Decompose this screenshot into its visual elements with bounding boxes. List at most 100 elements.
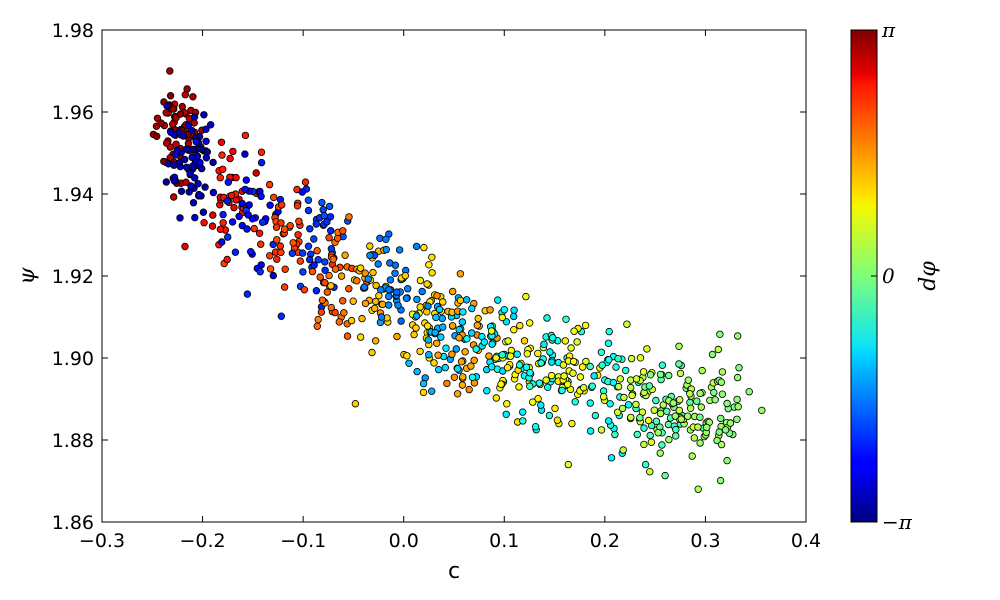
scatter-point (442, 344, 450, 352)
scatter-point (510, 306, 518, 314)
y-tick-label: 1.86 (52, 512, 94, 534)
scatter-point (571, 398, 579, 406)
scatter-point (646, 468, 654, 476)
y-tick-label: 1.90 (52, 348, 94, 370)
scatter-point (487, 327, 496, 335)
scatter-point (531, 423, 540, 431)
scatter-point (632, 400, 640, 409)
scatter-point (280, 225, 289, 233)
scatter-point (203, 148, 211, 156)
scatter-point (433, 339, 441, 347)
scatter-point (371, 337, 380, 345)
scatter-point (735, 364, 743, 372)
scatter-point (498, 313, 506, 322)
scatter-point (401, 272, 409, 280)
scatter-point (523, 350, 531, 358)
scatter-point (733, 415, 741, 423)
scatter-point (458, 381, 467, 389)
scatter-point (488, 340, 496, 348)
scatter-point (462, 296, 471, 304)
scatter-point (306, 225, 314, 233)
scatter-point (270, 193, 278, 202)
scatter-point (515, 361, 524, 369)
colorbar-tick-label: π (881, 18, 896, 42)
scatter-point (622, 366, 630, 375)
scatter-point (276, 242, 285, 250)
scatter-point (188, 153, 196, 162)
scatter-point (468, 304, 476, 313)
scatter-point (537, 359, 545, 367)
scatter-point (606, 400, 614, 408)
scatter-point (218, 238, 226, 246)
scatter-point (696, 439, 704, 447)
scatter-point (581, 321, 590, 330)
scatter-point (483, 387, 491, 395)
scatter-point (710, 388, 718, 397)
scatter-point (277, 248, 285, 257)
scatter-point (428, 387, 436, 395)
scatter-point (605, 327, 613, 336)
scatter-point (545, 411, 554, 420)
scatter-point (438, 314, 446, 323)
scatter-point (656, 409, 665, 418)
scatter-point (312, 220, 320, 228)
scatter-point (718, 390, 727, 398)
scatter-point (605, 417, 613, 425)
scatter-point (434, 365, 443, 374)
scatter-point (216, 173, 224, 182)
scatter-point (241, 131, 250, 140)
scatter-point (526, 369, 534, 377)
x-tick-label: −0.3 (79, 530, 125, 552)
scatter-point (591, 411, 600, 420)
scatter-point (676, 369, 685, 378)
scatter-point (503, 400, 511, 408)
scatter-point (235, 212, 243, 221)
scatter-point (503, 364, 512, 372)
scatter-point (616, 375, 624, 383)
x-tick-label: −0.1 (280, 530, 326, 552)
scatter-point (202, 125, 210, 133)
scatter-point (217, 138, 226, 146)
scatter-point (231, 248, 240, 256)
scatter-point (329, 255, 337, 263)
scatter-point (723, 456, 731, 465)
scatter-point (265, 180, 274, 189)
scatter-point (472, 345, 480, 353)
scatter-point (597, 348, 606, 356)
scatter-point (537, 401, 545, 409)
scatter-point (416, 347, 424, 356)
scatter-point (430, 359, 438, 367)
scatter-point (293, 202, 302, 210)
scatter-point (306, 255, 314, 264)
scatter-point (335, 318, 343, 326)
scatter-point (183, 85, 191, 93)
scatter-point (582, 357, 590, 366)
scatter-point (733, 395, 741, 404)
scatter-point (548, 358, 556, 366)
scatter-point (614, 408, 622, 416)
scatter-point (257, 148, 266, 156)
scatter-point (218, 151, 226, 159)
scatter-point (361, 269, 369, 277)
scatter-point (152, 132, 161, 140)
scatter-point (243, 225, 251, 233)
scatter-point (356, 333, 365, 341)
scatter-point (295, 217, 303, 225)
scatter-point (448, 322, 457, 330)
scatter-point (534, 395, 542, 403)
scatter-point (182, 163, 191, 171)
scatter-point (266, 201, 274, 209)
scatter-point (331, 265, 340, 273)
scatter-point (721, 426, 730, 434)
scatter-point (327, 245, 336, 253)
scatter-point (568, 419, 576, 428)
scatter-point (627, 413, 635, 422)
scatter-point (300, 286, 309, 294)
scatter-point (504, 337, 512, 345)
scatter-point (152, 122, 161, 130)
x-tick-label: 0.2 (590, 530, 620, 552)
scatter-point (612, 363, 620, 371)
scatter-point (385, 301, 393, 309)
scatter-point (403, 352, 411, 360)
scatter-point (424, 302, 432, 310)
